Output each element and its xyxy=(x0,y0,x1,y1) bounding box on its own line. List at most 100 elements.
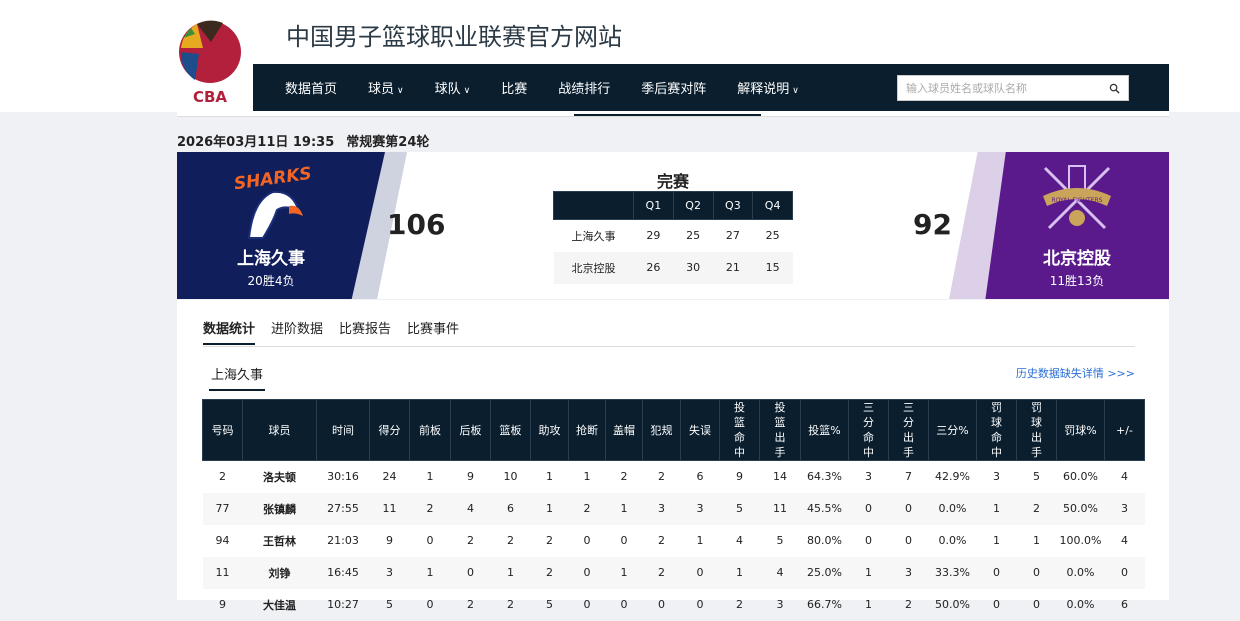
nav-item-explanations[interactable]: 解释说明 ∨ xyxy=(737,78,799,97)
stats-column-header[interactable]: 时间 xyxy=(316,399,370,461)
tab-game-events[interactable]: 比赛事件 xyxy=(407,322,460,337)
column-header-label: 投篮出手 xyxy=(774,401,786,459)
nav-item-players[interactable]: 球员 ∨ xyxy=(368,78,404,97)
nav-item-data-home[interactable]: 数据首页 xyxy=(285,78,337,97)
nav-item-playoffs[interactable]: 季后赛对阵 xyxy=(641,78,706,97)
stat-cell: 1 xyxy=(696,534,704,547)
stats-column-header[interactable]: 犯规 xyxy=(642,399,681,461)
sharks-logo[interactable]: SHARKS xyxy=(233,160,313,242)
stat-cell: 0 xyxy=(905,534,912,547)
stats-column-header[interactable]: 号码 xyxy=(202,399,243,461)
stats-column-header[interactable]: 罚球命中 xyxy=(976,399,1017,461)
stats-column-header[interactable]: 球员 xyxy=(242,399,317,461)
stat-cell: 1 xyxy=(993,534,1000,547)
player-name[interactable]: 洛夫顿 xyxy=(263,470,296,484)
player-name[interactable]: 张镇麟 xyxy=(242,492,317,525)
stat-cell: 2 xyxy=(467,598,474,611)
stats-column-header[interactable]: 三分% xyxy=(928,399,977,461)
stat-cell: 0 xyxy=(583,598,591,611)
column-header-label: 三分出手 xyxy=(903,401,914,459)
stat-cell: 7 xyxy=(905,470,912,484)
stat-cell: 5 xyxy=(776,534,784,547)
stat-cell: 0.0% xyxy=(938,534,967,547)
quarter-score: 30 xyxy=(673,251,713,284)
stat-cell: 2 xyxy=(905,598,912,611)
stats-column-header[interactable]: 投篮% xyxy=(800,399,849,461)
game-info: 2026年03月11日 19:35 常规赛第24轮 xyxy=(177,131,441,150)
column-header-label: 失误 xyxy=(689,423,711,437)
search-icon[interactable] xyxy=(1109,83,1120,94)
home-team-name[interactable]: 上海久事 xyxy=(237,249,305,269)
quarter-score: 29 xyxy=(646,229,661,243)
stat-cell: 1 xyxy=(1033,534,1040,547)
stats-tabs: 数据统计 进阶数据 比赛报告 比赛事件 xyxy=(203,318,475,345)
stats-column-header[interactable]: 投篮命中 xyxy=(719,399,760,461)
stats-column-header[interactable]: 抢断 xyxy=(568,399,606,461)
stat-cell: 3 xyxy=(865,470,872,484)
stat-cell: 100.0% xyxy=(1059,534,1102,547)
stats-column-header[interactable]: 投篮出手 xyxy=(759,399,801,461)
stat-cell: 25.0% xyxy=(800,556,849,589)
stat-cell: 5 xyxy=(1033,470,1040,484)
nav-item-games[interactable]: 比赛 xyxy=(501,78,527,97)
tab-advanced-stats[interactable]: 进阶数据 xyxy=(271,322,324,337)
stat-cell: 21:03 xyxy=(327,534,359,547)
stat-cell: 0 xyxy=(848,492,889,525)
royal-fighters-logo[interactable]: ROYAL FIGHTERS xyxy=(1035,162,1119,238)
stat-cell: 64.3% xyxy=(807,470,842,484)
site-header: CBA 中国男子篮球职业联赛官方网站 数据首页 球员 ∨ 球队 ∨ 比赛 战绩排行 … xyxy=(0,0,1240,112)
stat-cell: 1 xyxy=(976,492,1017,525)
stats-column-header[interactable]: 得分 xyxy=(369,399,410,461)
player-name[interactable]: 王哲林 xyxy=(263,534,296,548)
column-header-label: 抢断 xyxy=(576,423,598,437)
stats-column-header[interactable]: 失误 xyxy=(680,399,720,461)
team-tab-home[interactable]: 上海久事 xyxy=(209,364,266,391)
tab-box-score[interactable]: 数据统计 xyxy=(203,318,256,345)
stat-cell: 1 xyxy=(848,556,889,589)
column-header-label: 犯规 xyxy=(650,423,673,437)
stats-column-header[interactable]: 三分命中 xyxy=(848,399,889,461)
history-data-link[interactable]: 历史数据缺失详情 >>> xyxy=(1015,367,1135,380)
quarter-row-away: 北京控股 26 30 21 15 xyxy=(553,251,793,284)
stat-cell: 2 xyxy=(219,470,226,484)
nav-label: 战绩排行 xyxy=(558,82,611,97)
stat-cell: 9 xyxy=(467,470,474,484)
quarter-team: 北京控股 xyxy=(553,251,634,284)
nav-item-teams[interactable]: 球队 ∨ xyxy=(435,78,471,97)
stats-column-header[interactable]: 前板 xyxy=(409,399,451,461)
stats-column-header[interactable]: 篮板 xyxy=(490,399,531,461)
stats-column-header[interactable]: 罚球% xyxy=(1056,399,1105,461)
tab-game-report[interactable]: 比赛报告 xyxy=(339,322,392,337)
stat-cell: 2 xyxy=(658,534,665,547)
column-header-label: 投篮命中 xyxy=(734,401,745,459)
stats-column-header[interactable]: +/- xyxy=(1104,399,1145,461)
stat-cell: 60.0% xyxy=(1063,470,1098,484)
stat-cell: 3 xyxy=(888,556,929,589)
stat-cell: 0 xyxy=(680,556,720,589)
stats-column-header[interactable]: 罚球出手 xyxy=(1016,399,1057,461)
cba-logo[interactable]: CBA xyxy=(177,18,243,106)
home-team-record: 20胜4负 xyxy=(247,274,295,288)
nav-item-standings[interactable]: 战绩排行 xyxy=(558,78,610,97)
player-name[interactable]: 刘铮 xyxy=(242,556,317,589)
stat-cell: 0 xyxy=(865,534,872,547)
svg-text:ROYAL FIGHTERS: ROYAL FIGHTERS xyxy=(1052,197,1103,204)
stat-cell: 2 xyxy=(507,534,514,547)
stat-cell: 24 xyxy=(382,470,397,484)
stat-cell: 3 xyxy=(1104,492,1145,525)
nav-label: 比赛 xyxy=(501,82,528,97)
stats-column-header[interactable]: 三分出手 xyxy=(888,399,929,461)
stats-column-header[interactable]: 后板 xyxy=(450,399,491,461)
stat-cell: 9 xyxy=(219,598,226,611)
player-name[interactable]: 大佳温 xyxy=(263,598,296,612)
stat-cell: 0 xyxy=(696,598,704,611)
stats-section: 数据统计 进阶数据 比赛报告 比赛事件 上海久事 历史数据缺失详情 >>> 号码… xyxy=(177,300,1169,612)
stats-column-header[interactable]: 盖帽 xyxy=(605,399,643,461)
quarter-header: Q4 xyxy=(752,191,793,220)
search-input[interactable] xyxy=(906,81,1109,95)
away-team-name[interactable]: 北京控股 xyxy=(1043,249,1111,269)
nav-label: 季后赛对阵 xyxy=(641,82,707,97)
stat-cell: 45.5% xyxy=(800,492,849,525)
stats-column-header[interactable]: 助攻 xyxy=(530,399,569,461)
quarter-scores-table: Q1 Q2 Q3 Q4 上海久事 29 25 27 25 北京控股 26 30 21 15 xyxy=(553,191,793,284)
